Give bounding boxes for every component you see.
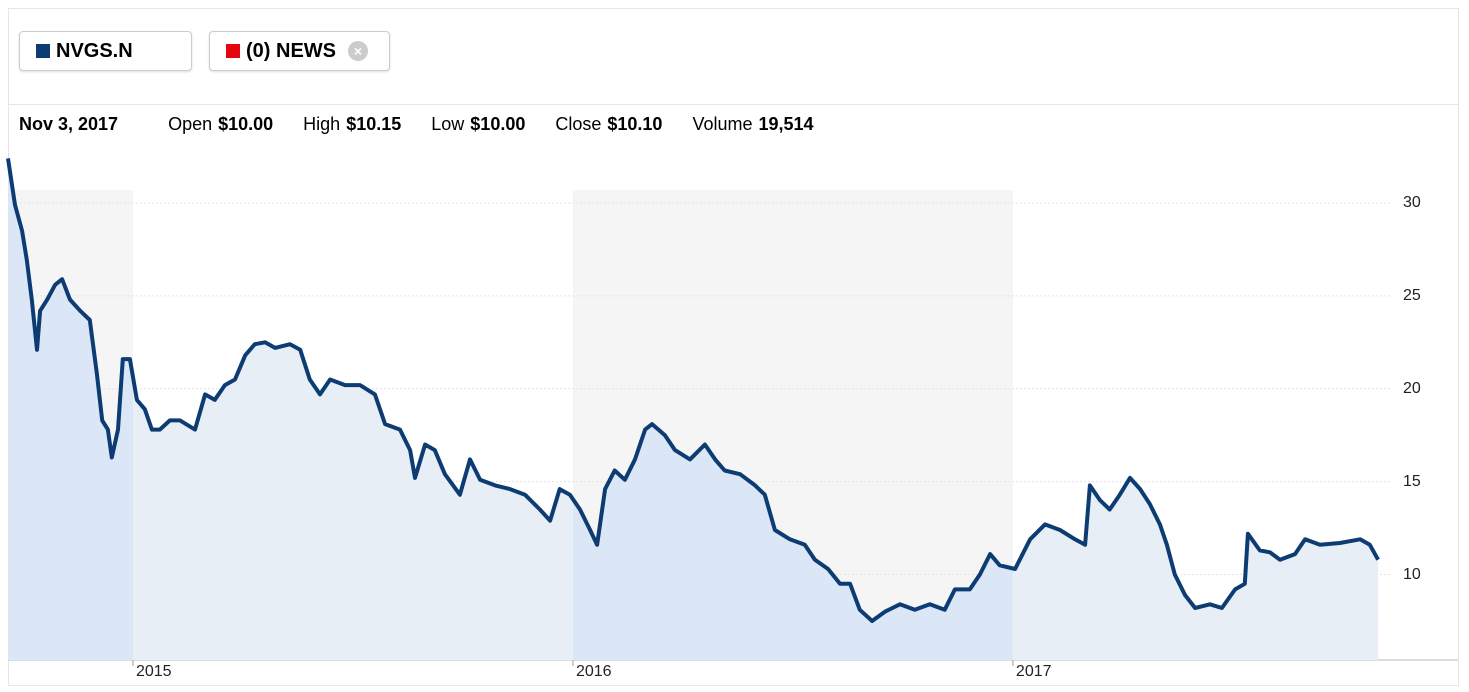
y-tick-label: 20 xyxy=(1403,380,1421,397)
price-line xyxy=(6,158,1380,623)
y-tick-label: 30 xyxy=(1403,194,1421,211)
area xyxy=(1012,477,1379,660)
y-tick-label: 15 xyxy=(1403,473,1421,490)
quote-value: 19,514 xyxy=(758,114,814,134)
legend-symbol[interactable]: NVGS.N xyxy=(19,31,192,71)
quote-row: Nov 3, 2017 Open $10.00 High $10.15 Low $10.0… xyxy=(19,114,844,135)
quote-value: $10.10 xyxy=(607,114,663,134)
legend-news[interactable]: (0) NEWS × xyxy=(209,31,390,71)
quote-label: High xyxy=(303,114,341,134)
quote-label: Close xyxy=(555,114,602,134)
legend-swatch xyxy=(226,44,240,58)
y-tick-label: 25 xyxy=(1403,287,1421,304)
legend-label: NVGS.N xyxy=(56,39,133,62)
quote-value: $10.00 xyxy=(470,114,526,134)
divider xyxy=(8,104,1459,105)
x-tick-label: 2016 xyxy=(576,663,612,680)
quote-value: $10.00 xyxy=(218,114,274,134)
quote-label: Volume xyxy=(692,114,753,134)
legend-swatch xyxy=(36,44,50,58)
area xyxy=(132,342,573,660)
close-button[interactable]: × xyxy=(348,41,368,61)
x-tick-label: 2017 xyxy=(1016,663,1052,680)
y-tick-label: 10 xyxy=(1403,566,1421,583)
quote-label: Low xyxy=(431,114,465,134)
quote-value: $10.15 xyxy=(346,114,402,134)
x-tick-label: 2015 xyxy=(136,663,172,680)
quote-label: Open xyxy=(168,114,213,134)
legend-label: (0) NEWS xyxy=(246,39,336,62)
area xyxy=(8,158,133,660)
quote-date: Nov 3, 2017 xyxy=(19,114,119,134)
